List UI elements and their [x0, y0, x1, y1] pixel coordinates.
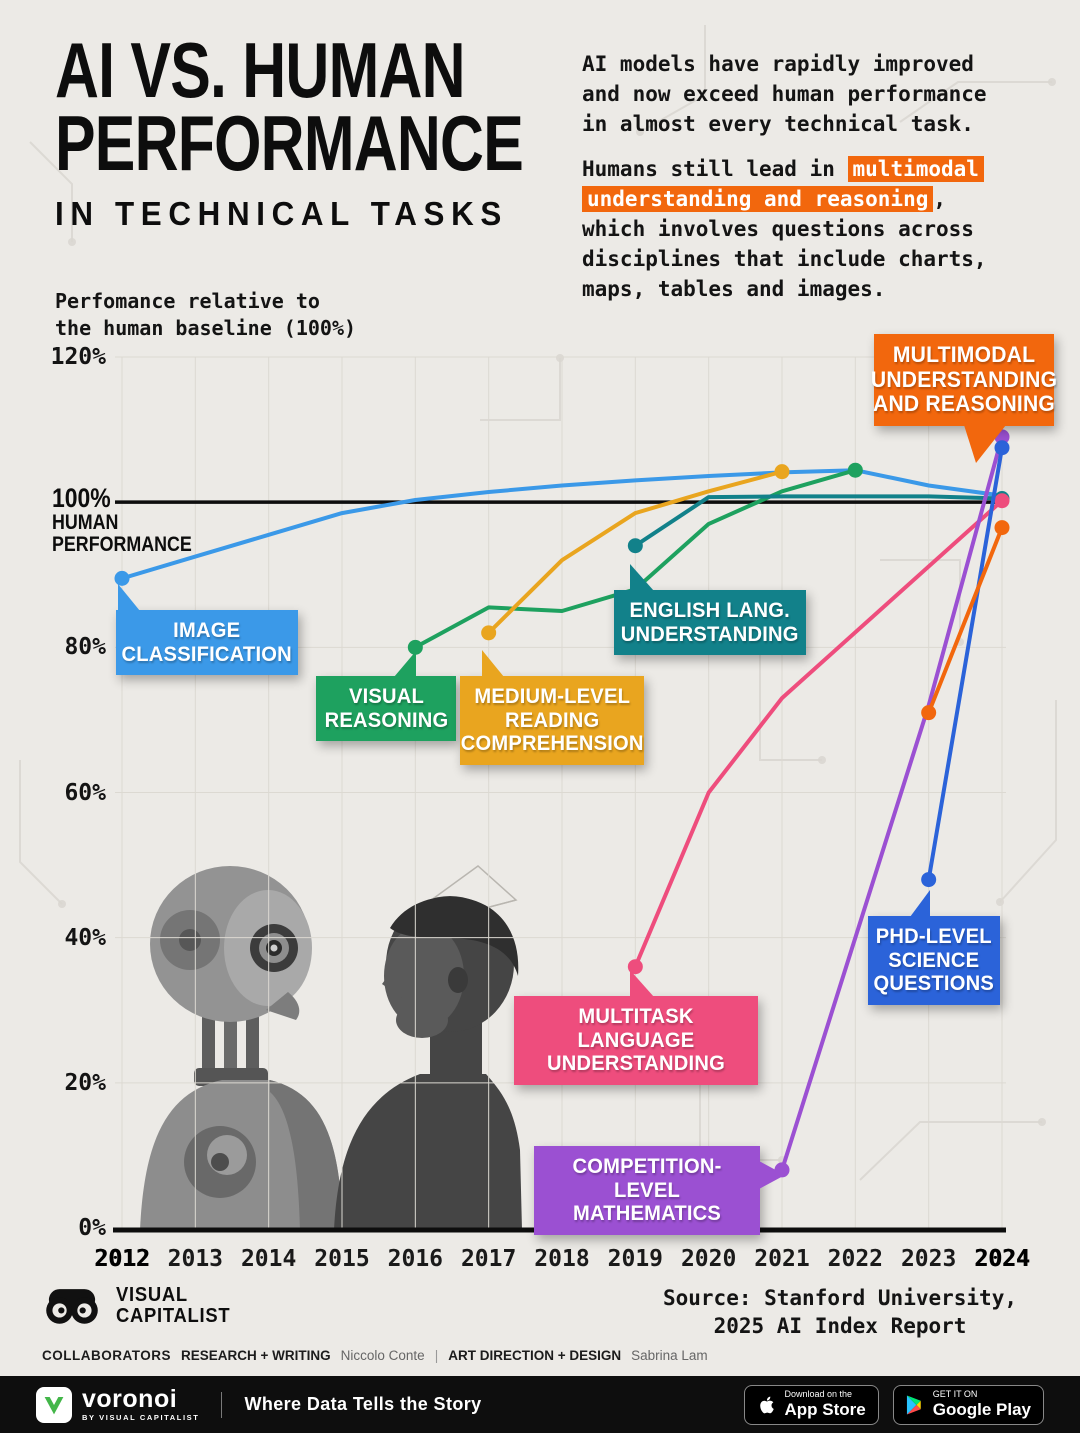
- gplay-top-text: GET IT ON: [932, 1388, 978, 1399]
- callout-label: COMPETITION-LEVEL MATHEMATICS: [572, 1155, 722, 1226]
- voronoi-wordmark: voronoi BY VISUAL CAPITALIST: [82, 1387, 199, 1422]
- title-subtitle: IN TECHNICAL TASKS: [55, 194, 508, 232]
- appstore-top-text: Download on the: [784, 1388, 853, 1399]
- credit1-name: Niccolo Conte: [340, 1348, 425, 1363]
- callout-reading-comprehension: MEDIUM-LEVEL READING COMPREHENSION: [460, 650, 644, 765]
- y-axis-label-40%: 40%: [64, 924, 106, 951]
- visual-capitalist-mark-icon: [46, 1289, 98, 1324]
- callout-pointer-icon: [759, 1161, 785, 1189]
- visual-capitalist-wordmark: VISUAL CAPITALIST: [116, 1285, 230, 1327]
- intro-p2-post: , which involves questions across discip…: [582, 187, 987, 301]
- callout-phd-science: PHD-LEVEL SCIENCE QUESTIONS: [868, 890, 1000, 1005]
- apple-icon: [759, 1396, 774, 1413]
- baseline-pct: 100%: [52, 483, 111, 513]
- collaborators-label: COLLABORATORS: [42, 1348, 171, 1363]
- x-axis-label-2016: 2016: [387, 1246, 444, 1272]
- voronoi-sub: BY VISUAL CAPITALIST: [82, 1413, 200, 1423]
- x-axis-label-2018: 2018: [534, 1246, 590, 1272]
- credit2-name: Sabrina Lam: [631, 1348, 708, 1363]
- google-play-badge[interactable]: GET IT ON Google Play: [892, 1384, 1044, 1425]
- y-axis-label-20%: 20%: [64, 1069, 106, 1096]
- x-axis-label-2014: 2014: [240, 1246, 297, 1272]
- callout-label: PHD-LEVEL SCIENCE QUESTIONS: [873, 925, 995, 996]
- footer-tagline: Where Data Tells the Story: [244, 1394, 482, 1414]
- x-axis-label-2017: 2017: [460, 1246, 517, 1272]
- y-axis-label-120%: 120%: [50, 344, 106, 370]
- visual-capitalist-logo: VISUAL CAPITALIST: [40, 1283, 240, 1329]
- x-axis-label-2015: 2015: [314, 1246, 370, 1272]
- intro-text: AI models have rapidly improved and now …: [582, 50, 1006, 321]
- baseline-word-1: HUMAN: [52, 511, 119, 535]
- callout-label: MULTIMODAL UNDERSTANDING AND REASONING: [870, 342, 1058, 417]
- axis-note-line-2: the human baseline (100%): [55, 316, 357, 340]
- page-title: AI VS. HUMAN PERFORMANCE IN TECHNICAL TA…: [55, 26, 655, 233]
- callout-pointer-icon: [630, 970, 654, 997]
- intro-paragraph-1: AI models have rapidly improved and now …: [582, 52, 987, 136]
- y-axis-label-60%: 60%: [64, 779, 106, 806]
- app-store-badge[interactable]: Download on the App Store: [743, 1384, 879, 1425]
- baseline-word-2: PERFORMANCE: [52, 532, 192, 556]
- footer-bar: voronoi BY VISUAL CAPITALIST Where Data …: [0, 1376, 1080, 1433]
- credit-divider: |: [434, 1348, 439, 1363]
- x-axis-label-2013: 2013: [167, 1246, 224, 1272]
- google-play-icon: [906, 1395, 921, 1414]
- robot-human-illustration: [140, 865, 522, 1230]
- axis-note: Perfomance relative to the human baselin…: [55, 288, 356, 342]
- callout-label: VISUAL REASONING: [324, 685, 448, 732]
- callout-label: IMAGE CLASSIFICATION: [121, 619, 293, 666]
- title-line-2: PERFORMANCE: [55, 99, 524, 188]
- x-axis-label-2019: 2019: [607, 1246, 664, 1272]
- callout-label: MULTITASK LANGUAGE UNDERSTANDING: [547, 1005, 725, 1076]
- callout-competition-math: COMPETITION-LEVEL MATHEMATICS: [534, 1146, 785, 1235]
- callout-image-classification: IMAGE CLASSIFICATION: [116, 584, 298, 676]
- store-badges: Download on the App Store GET IT ON Goog…: [743, 1384, 1044, 1425]
- voronoi-brand: voronoi: [82, 1385, 178, 1414]
- callout-multitask-language: MULTITASK LANGUAGE UNDERSTANDING: [514, 970, 758, 1085]
- callout-pointer-icon: [118, 584, 140, 611]
- title-line-1: AI VS. HUMAN: [55, 26, 466, 114]
- x-axis-label-2012: 2012: [94, 1246, 150, 1272]
- y-axis-label-0%: 0%: [78, 1215, 106, 1241]
- axis-note-line-1: Perfomance relative to: [55, 289, 320, 313]
- callout-multimodal: MULTIMODAL UNDERSTANDING AND REASONING: [870, 334, 1058, 463]
- source-line-2: 2025 AI Index Report: [713, 1314, 967, 1339]
- x-axis-label-2022: 2022: [827, 1246, 884, 1272]
- callout-english-understanding: ENGLISH LANG. UNDERSTANDING: [614, 564, 806, 656]
- logo-word-1: VISUAL: [116, 1284, 188, 1306]
- logo-word-2: CAPITALIST: [116, 1305, 231, 1327]
- appstore-bottom-text: App Store: [784, 1399, 866, 1419]
- callout-label: ENGLISH LANG. UNDERSTANDING: [621, 599, 799, 646]
- x-axis-label-2024: 2024: [974, 1246, 1030, 1272]
- callout-pointer-icon: [394, 651, 416, 677]
- callout-visual-reasoning: VISUAL REASONING: [316, 651, 456, 742]
- x-axis-label-2023: 2023: [900, 1246, 957, 1272]
- callout-pointer-icon: [482, 650, 504, 677]
- callout-pointer-icon: [910, 890, 930, 917]
- credit2-role: ART DIRECTION + DESIGN: [448, 1348, 622, 1363]
- human-baseline-label: 100% HUMAN PERFORMANCE: [52, 484, 217, 556]
- footer-divider: [221, 1391, 223, 1418]
- y-axis-label-80%: 80%: [64, 634, 106, 661]
- callout-pointer-icon: [630, 564, 654, 591]
- x-axis-label-2021: 2021: [754, 1246, 810, 1272]
- credit1-role: RESEARCH + WRITING: [181, 1348, 331, 1363]
- gplay-bottom-text: Google Play: [932, 1399, 1031, 1419]
- source-line-1: Source: Stanford University,: [662, 1286, 1017, 1310]
- callout-label: MEDIUM-LEVEL READING COMPREHENSION: [460, 685, 644, 756]
- collaborators-row: COLLABORATORS RESEARCH + WRITING Niccolo…: [42, 1348, 708, 1363]
- x-axis-label-2020: 2020: [680, 1246, 737, 1272]
- callout-pointer-icon: [964, 425, 1006, 463]
- source-credit: Source: Stanford University, 2025 AI Ind…: [640, 1284, 1040, 1341]
- intro-paragraph-2: Humans still lead in multimodal understa…: [582, 155, 1006, 304]
- intro-p2-pre: Humans still lead in: [582, 157, 848, 182]
- voronoi-logo-icon: [36, 1386, 72, 1423]
